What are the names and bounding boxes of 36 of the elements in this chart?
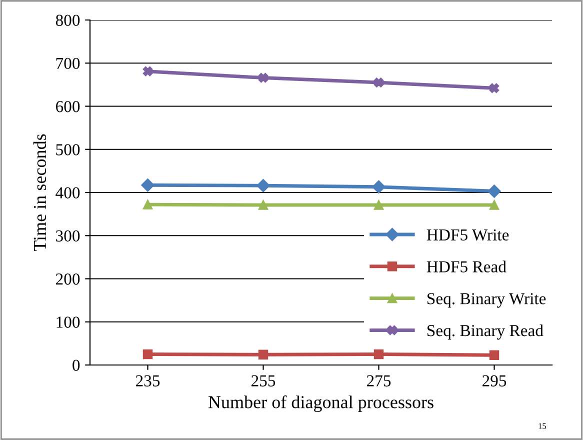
y-tick-label: 200 xyxy=(56,273,80,285)
x-axis-title: Number of diagonal processors xyxy=(208,395,434,412)
point xyxy=(258,200,268,210)
y-tick-label: 100 xyxy=(56,316,80,328)
point xyxy=(258,350,268,360)
point xyxy=(374,200,384,210)
point xyxy=(256,179,270,192)
x-tick-label: 255 xyxy=(251,375,276,386)
point xyxy=(374,349,384,360)
y-tick-label: 700 xyxy=(56,58,80,70)
y-tick-label: 500 xyxy=(56,144,80,156)
text: 15 xyxy=(538,423,546,429)
point xyxy=(372,180,386,194)
point xyxy=(142,200,153,210)
point xyxy=(142,66,153,76)
point xyxy=(141,178,154,192)
y-tick-label: 400 xyxy=(56,187,80,198)
y-tick-label: 300 xyxy=(56,230,80,242)
legend-label: Seq. Binary Write xyxy=(428,293,546,308)
y-tick-label: 800 xyxy=(56,14,80,26)
point xyxy=(142,349,153,360)
x-tick-label: 275 xyxy=(366,375,391,386)
point xyxy=(258,72,268,83)
y-tick-label: 600 xyxy=(56,100,80,112)
x-tick-label: 235 xyxy=(136,375,160,386)
point xyxy=(374,78,384,88)
x-tick-label: 295 xyxy=(482,375,506,386)
y-axis-title: Time in seconds xyxy=(33,134,46,252)
legend-label: HDF5 Read xyxy=(426,260,506,272)
point xyxy=(489,83,500,93)
point xyxy=(488,184,501,198)
y-tick-label: 0 xyxy=(72,360,80,371)
point xyxy=(489,200,500,210)
point xyxy=(489,350,500,360)
legend-label: Seq. Binary Read xyxy=(428,324,544,340)
legend-label: HDF5 Write xyxy=(426,229,509,241)
